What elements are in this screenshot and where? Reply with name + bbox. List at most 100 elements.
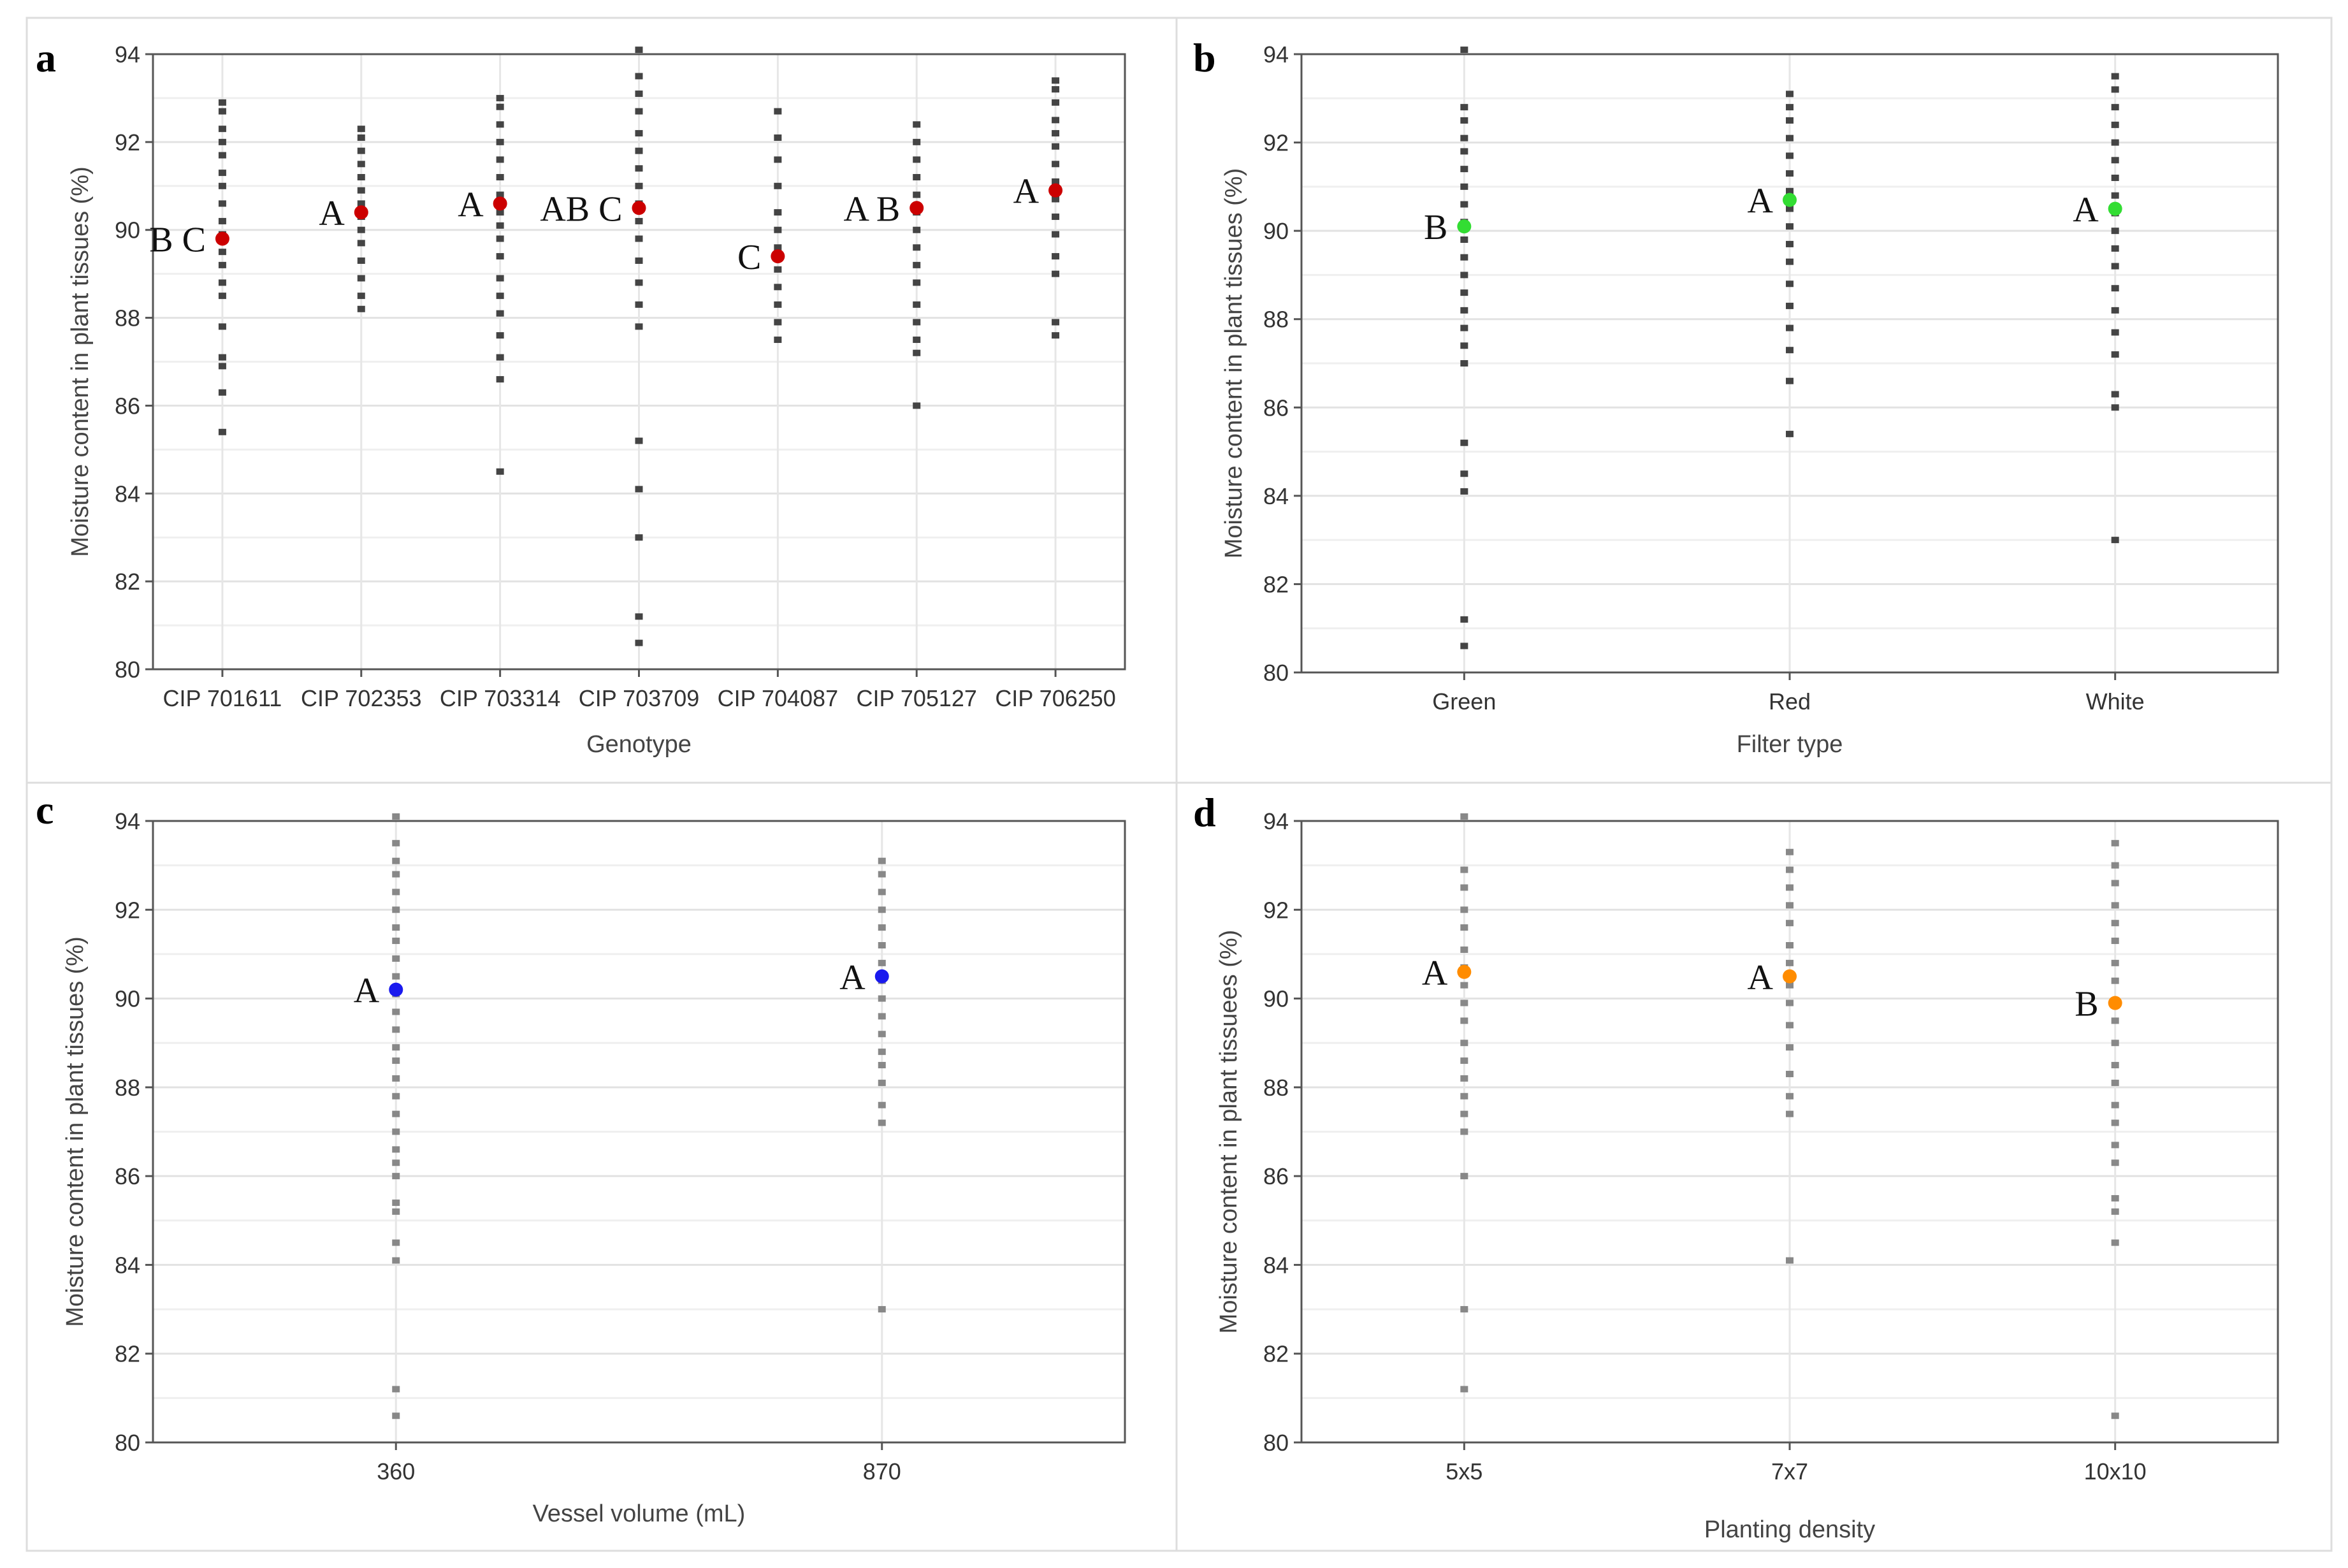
chart-vessel-volume: 80 82 84 86 88 90 92 94 360 870 Vessel volume (mL)… bbox=[62, 808, 1126, 1527]
data-point bbox=[357, 275, 365, 282]
data-point bbox=[1460, 866, 1468, 873]
mean-point bbox=[1048, 183, 1063, 198]
y-tick-label: 90 bbox=[1263, 218, 1289, 244]
data-point bbox=[218, 428, 226, 435]
data-point bbox=[635, 486, 643, 493]
data-point bbox=[357, 161, 365, 168]
data-point bbox=[913, 337, 921, 344]
data-point bbox=[1460, 999, 1468, 1006]
mean-point bbox=[632, 201, 646, 215]
data-point bbox=[1786, 258, 1794, 265]
data-point bbox=[878, 906, 886, 913]
data-point bbox=[218, 126, 226, 133]
data-point bbox=[1460, 183, 1468, 190]
chart-filter-type: 80 82 84 86 88 90 92 94 Green Red White Filter type… bbox=[1221, 41, 2279, 758]
data-point bbox=[2111, 1142, 2119, 1149]
data-point bbox=[2111, 839, 2119, 846]
data-point bbox=[635, 534, 643, 541]
data-point bbox=[1786, 302, 1794, 309]
data-point bbox=[1052, 270, 1060, 277]
data-point bbox=[1786, 1070, 1794, 1077]
data-point bbox=[635, 235, 643, 242]
data-point bbox=[1460, 813, 1468, 820]
data-point bbox=[2111, 285, 2119, 292]
data-point bbox=[496, 310, 504, 317]
data-point bbox=[1786, 134, 1794, 142]
data-point bbox=[2111, 404, 2119, 411]
data-point bbox=[1052, 196, 1060, 203]
data-point bbox=[1460, 47, 1468, 54]
x-axis-title: Planting density bbox=[1704, 1516, 1875, 1543]
data-point bbox=[1460, 906, 1468, 913]
y-tick-label: 88 bbox=[115, 1075, 140, 1101]
data-point bbox=[2111, 902, 2119, 909]
data-point bbox=[2111, 104, 2119, 111]
data-point bbox=[1786, 205, 1794, 212]
data-point bbox=[635, 323, 643, 330]
data-point bbox=[913, 174, 921, 180]
data-point bbox=[1460, 884, 1468, 891]
data-point bbox=[496, 156, 504, 163]
x-tick-label: CIP 702353 bbox=[301, 685, 422, 711]
data-point bbox=[357, 257, 365, 264]
data-point bbox=[1460, 1128, 1468, 1135]
y-tick-label: 86 bbox=[115, 1163, 140, 1189]
x-tick-label: White bbox=[2086, 688, 2145, 715]
data-point bbox=[392, 1093, 400, 1100]
data-point bbox=[774, 134, 782, 141]
data-point bbox=[218, 217, 226, 224]
data-point bbox=[392, 1146, 400, 1153]
data-point bbox=[913, 261, 921, 268]
panel-frame-d bbox=[1175, 781, 2333, 1552]
data-point bbox=[392, 1412, 400, 1419]
data-point bbox=[774, 108, 782, 115]
data-point bbox=[1460, 1075, 1468, 1082]
data-point bbox=[635, 147, 643, 154]
data-point bbox=[218, 249, 226, 256]
data-point bbox=[218, 293, 226, 300]
data-point bbox=[878, 1062, 886, 1069]
data-point bbox=[392, 1199, 400, 1206]
data-point bbox=[1786, 884, 1794, 891]
data-point bbox=[878, 942, 886, 948]
data-point bbox=[1460, 342, 1468, 349]
mean-point bbox=[389, 982, 403, 997]
data-point bbox=[392, 924, 400, 931]
mean-point bbox=[2108, 996, 2122, 1010]
data-point bbox=[774, 301, 782, 308]
data-point bbox=[1052, 130, 1060, 137]
data-point bbox=[496, 209, 504, 216]
data-point bbox=[1052, 161, 1060, 168]
y-tick-label: 94 bbox=[1263, 808, 1289, 834]
y-axis-title: Moisture content in plant tissues (%) bbox=[1221, 168, 1247, 559]
data-point bbox=[2111, 1239, 2119, 1246]
data-point bbox=[2111, 228, 2119, 235]
data-point bbox=[218, 170, 226, 177]
x-tick-label: CIP 703314 bbox=[440, 685, 561, 711]
data-point bbox=[2111, 139, 2119, 146]
data-point bbox=[2111, 977, 2119, 984]
data-point bbox=[913, 402, 921, 409]
data-point bbox=[392, 1128, 400, 1135]
data-point bbox=[1460, 289, 1468, 296]
data-point bbox=[878, 1031, 886, 1038]
data-point bbox=[1460, 1306, 1468, 1313]
data-point bbox=[2111, 862, 2119, 869]
data-point bbox=[2111, 1101, 2119, 1108]
data-point bbox=[1052, 86, 1060, 93]
data-point bbox=[496, 191, 504, 198]
data-point bbox=[1786, 104, 1794, 111]
data-point bbox=[2111, 157, 2119, 164]
data-point bbox=[392, 1044, 400, 1051]
y-axis-title: Moisture content in plant tissuees (%) bbox=[1215, 930, 1242, 1334]
data-point bbox=[1460, 1173, 1468, 1180]
data-point bbox=[1786, 430, 1794, 437]
data-point bbox=[2111, 1194, 2119, 1201]
data-point bbox=[774, 284, 782, 291]
data-point bbox=[218, 363, 226, 370]
data-point bbox=[1786, 920, 1794, 927]
data-point bbox=[635, 257, 643, 264]
data-point bbox=[1052, 319, 1060, 326]
data-point bbox=[2111, 175, 2119, 181]
data-point bbox=[2111, 1062, 2119, 1069]
